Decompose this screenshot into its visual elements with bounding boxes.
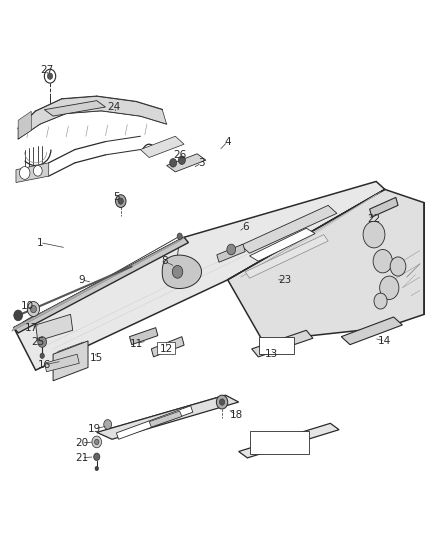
Circle shape	[374, 293, 387, 309]
Polygon shape	[250, 228, 315, 261]
Text: 23: 23	[278, 275, 291, 285]
Text: 18: 18	[230, 410, 243, 421]
Polygon shape	[14, 237, 188, 333]
Text: 16: 16	[38, 360, 51, 370]
Polygon shape	[149, 411, 182, 427]
Circle shape	[116, 195, 126, 207]
Text: 12: 12	[160, 344, 173, 354]
Text: 11: 11	[129, 338, 143, 349]
Bar	[157, 342, 175, 354]
Circle shape	[27, 302, 39, 317]
Circle shape	[14, 310, 22, 321]
Polygon shape	[44, 354, 79, 372]
Circle shape	[380, 276, 399, 300]
Text: 10: 10	[20, 301, 33, 311]
Circle shape	[104, 419, 112, 429]
Polygon shape	[228, 189, 424, 341]
Circle shape	[47, 73, 53, 79]
Text: 1: 1	[37, 238, 43, 247]
Circle shape	[227, 244, 236, 255]
Text: 27: 27	[40, 65, 53, 75]
Circle shape	[40, 353, 44, 359]
Text: 26: 26	[173, 150, 186, 160]
Text: 4: 4	[224, 136, 231, 147]
Polygon shape	[12, 237, 184, 332]
Polygon shape	[151, 337, 184, 357]
Polygon shape	[117, 406, 193, 439]
Polygon shape	[239, 423, 339, 458]
Text: 25: 25	[31, 337, 44, 347]
Bar	[250, 431, 308, 454]
Text: 14: 14	[378, 336, 392, 346]
Circle shape	[172, 265, 183, 278]
Circle shape	[118, 198, 124, 204]
Text: 5: 5	[113, 192, 120, 203]
Circle shape	[170, 159, 177, 167]
Circle shape	[95, 466, 99, 471]
Polygon shape	[18, 111, 31, 139]
Circle shape	[363, 221, 385, 248]
Polygon shape	[16, 163, 49, 182]
Circle shape	[177, 233, 182, 239]
Circle shape	[373, 249, 392, 273]
Text: 21: 21	[75, 453, 88, 463]
Circle shape	[178, 156, 185, 165]
Text: 9: 9	[78, 275, 85, 285]
Text: 6: 6	[242, 222, 248, 232]
Text: 3: 3	[198, 158, 205, 168]
Circle shape	[390, 257, 406, 276]
Polygon shape	[241, 205, 337, 253]
Text: 19: 19	[88, 424, 101, 434]
Circle shape	[19, 166, 30, 179]
Polygon shape	[370, 197, 398, 217]
Text: 24: 24	[108, 102, 121, 112]
Polygon shape	[162, 255, 201, 288]
Circle shape	[92, 436, 102, 448]
Circle shape	[33, 165, 42, 176]
Text: 15: 15	[90, 353, 103, 363]
Polygon shape	[35, 314, 73, 341]
Text: 8: 8	[161, 256, 168, 266]
Text: 17: 17	[25, 322, 38, 333]
Polygon shape	[341, 317, 403, 345]
Polygon shape	[166, 154, 206, 172]
Text: 13: 13	[265, 349, 278, 359]
Bar	[259, 337, 294, 354]
Circle shape	[44, 69, 56, 83]
Circle shape	[30, 305, 36, 313]
Circle shape	[219, 399, 225, 405]
Polygon shape	[53, 341, 88, 381]
Circle shape	[38, 337, 46, 348]
Polygon shape	[14, 181, 385, 370]
Polygon shape	[245, 235, 328, 278]
Circle shape	[216, 395, 228, 409]
Circle shape	[94, 453, 100, 461]
Circle shape	[95, 439, 99, 445]
Polygon shape	[217, 244, 245, 262]
Polygon shape	[44, 101, 106, 116]
Polygon shape	[130, 328, 158, 345]
Polygon shape	[141, 136, 184, 158]
Polygon shape	[18, 96, 166, 139]
Text: 20: 20	[75, 438, 88, 448]
Text: 22: 22	[367, 214, 381, 224]
Polygon shape	[97, 395, 239, 439]
Polygon shape	[252, 330, 313, 357]
